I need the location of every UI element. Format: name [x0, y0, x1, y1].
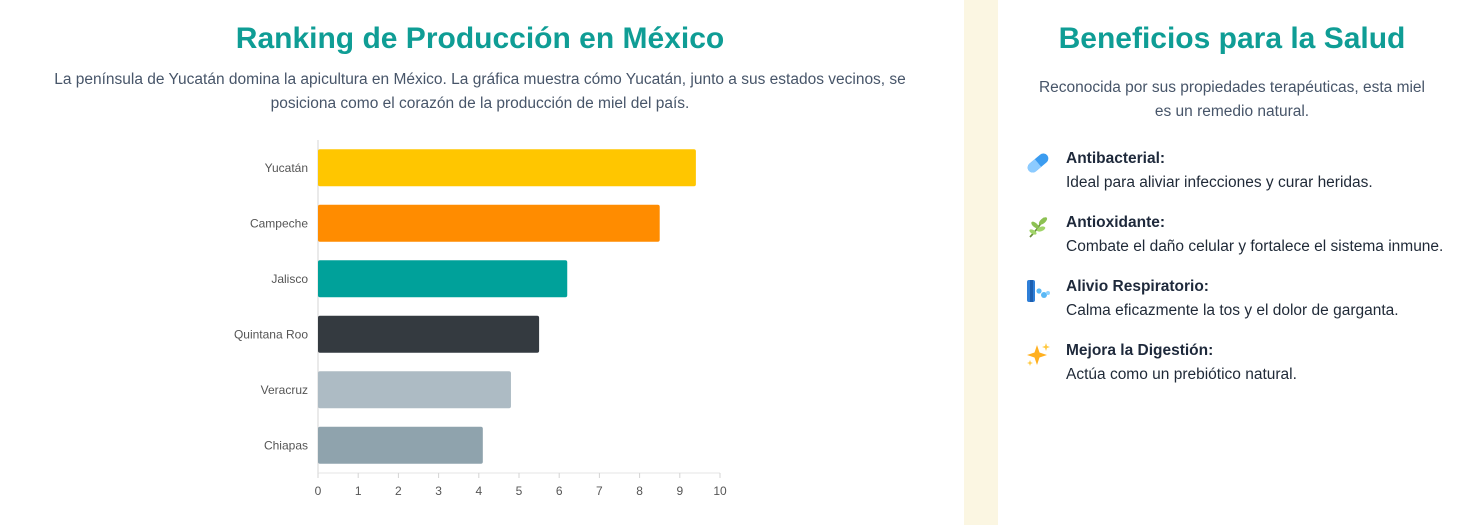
benefits-description: Reconocida por sus propiedades terapéuti… [1038, 79, 1425, 120]
x-tick-label: 7 [596, 484, 603, 498]
ranking-title: Ranking de Producción en México [235, 22, 725, 55]
benefits-card [998, 0, 1465, 525]
bar-chart: Yucatán Campeche Jalisco Quintana Roo Veracr… [234, 140, 727, 498]
x-tick-label: 3 [435, 484, 442, 498]
benefit-title: Antioxidante: [1066, 214, 1166, 231]
benefit-text: Actúa como un prebiótico natural. [1066, 366, 1297, 383]
y-tick-label: Veracruz [261, 383, 308, 397]
benefit-item-digestion: Mejora la Digestión: Actúa como un prebi… [1024, 339, 1454, 387]
bar [318, 426, 483, 464]
y-tick-label: Jalisco [271, 272, 308, 286]
bar [318, 315, 540, 353]
x-tick-label: 10 [713, 484, 727, 498]
benefit-item-respiratorio: Alivio Respiratorio: Calma eficazmente l… [1024, 275, 1454, 323]
x-tick-label: 9 [676, 484, 683, 498]
x-tick-label: 6 [556, 484, 563, 498]
pill-icon [1027, 153, 1049, 173]
benefits-title: Beneficios para la Salud [1058, 22, 1406, 55]
y-tick-label: Yucatán [265, 161, 308, 175]
ranking-description: La península de Yucatán domina la apicul… [54, 71, 906, 112]
bar [318, 371, 511, 409]
benefit-list: Antibacterial: Ideal para aliviar infecc… [1024, 147, 1454, 387]
x-tick-label: 5 [516, 484, 523, 498]
x-tick-label: 4 [475, 484, 482, 498]
benefit-text: Calma eficazmente la tos y el dolor de g… [1066, 302, 1399, 319]
y-tick-label: Campeche [250, 216, 308, 230]
benefit-item-antioxidante: Antioxidante: Combate el daño celular y … [1024, 211, 1454, 259]
lungs-icon [1027, 280, 1050, 302]
benefit-title: Antibacterial: [1066, 150, 1166, 167]
x-tick-label: 2 [395, 484, 402, 498]
bar [318, 204, 660, 242]
x-tick-label: 8 [636, 484, 643, 498]
benefit-text: Combate el daño celular y fortalece el s… [1066, 238, 1444, 255]
benefit-title: Mejora la Digestión: [1066, 342, 1214, 359]
benefit-title: Alivio Respiratorio: [1066, 278, 1209, 295]
y-tick-label: Chiapas [264, 438, 308, 452]
sparkles-icon [1027, 343, 1050, 366]
x-tick-label: 0 [315, 484, 322, 498]
bar [318, 260, 568, 298]
bar [318, 149, 696, 187]
herb-icon [1029, 217, 1048, 238]
benefit-text: Ideal para aliviar infecciones y curar h… [1066, 174, 1373, 191]
benefit-item-antibacterial: Antibacterial: Ideal para aliviar infecc… [1024, 147, 1454, 195]
x-tick-label: 1 [355, 484, 362, 498]
y-tick-label: Quintana Roo [234, 327, 308, 341]
